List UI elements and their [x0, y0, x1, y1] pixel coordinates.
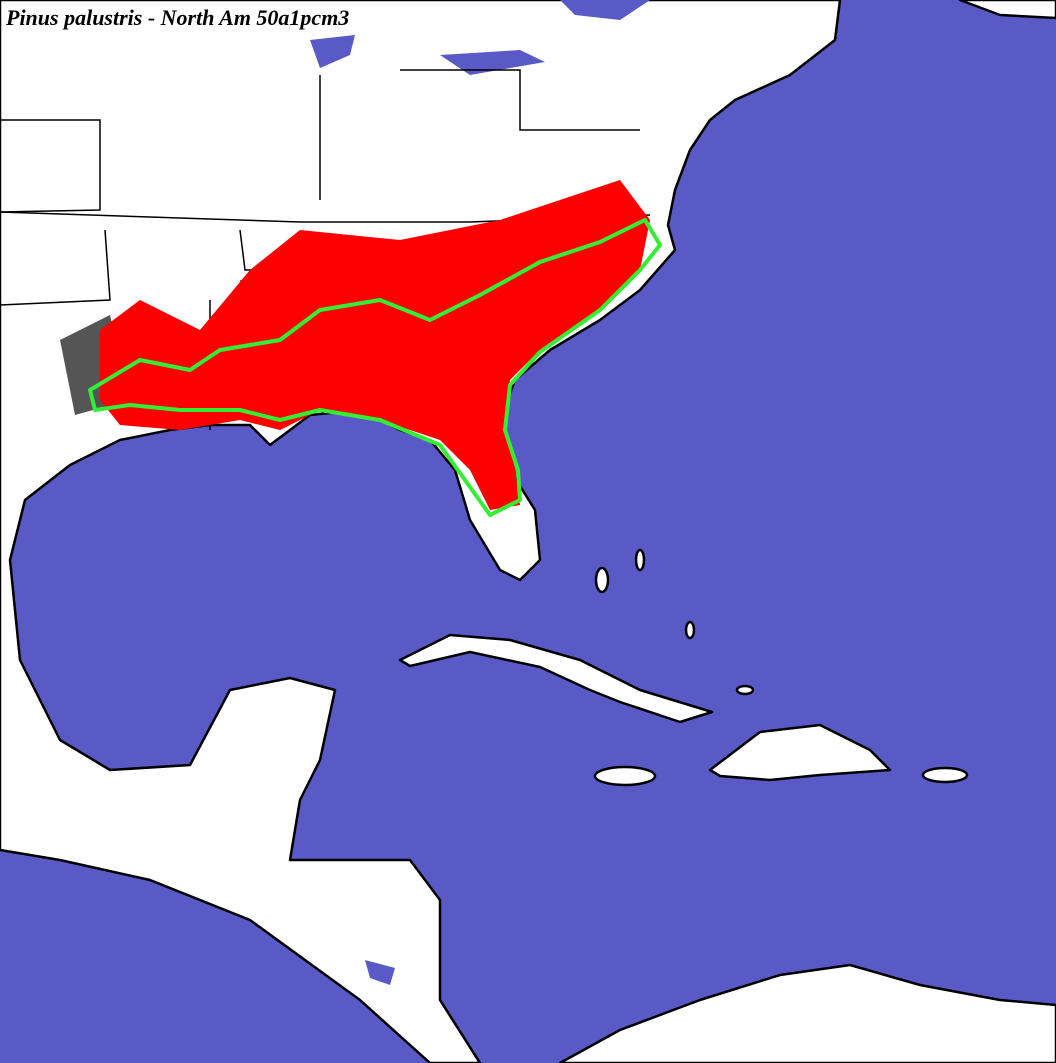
- map-title: Pinus palustris - North Am 50a1pcm3: [5, 5, 349, 30]
- suitable-range: [100, 180, 650, 510]
- maritimes: [958, 0, 1056, 20]
- native-range: [88, 218, 662, 517]
- bahamas: [594, 548, 755, 696]
- south-america: [558, 963, 1056, 1063]
- hispaniola: [708, 723, 892, 782]
- lakes: [310, 0, 650, 985]
- jamaica: [593, 765, 657, 787]
- cuba: [398, 633, 714, 724]
- puerto-rico: [921, 766, 969, 784]
